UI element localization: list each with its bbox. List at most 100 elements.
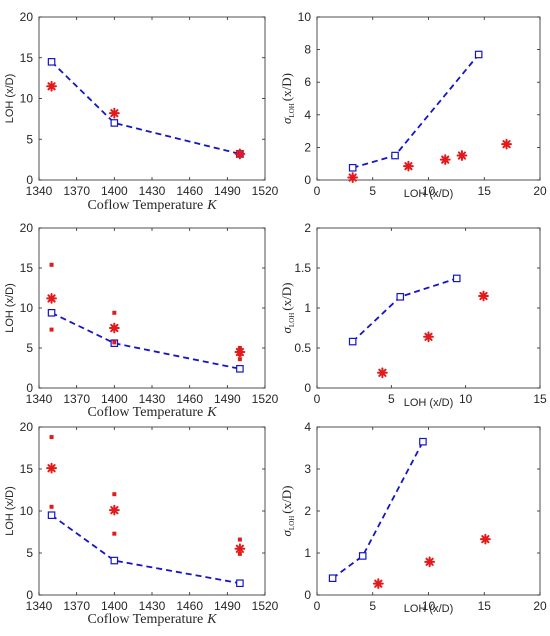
y-axis-label-symbol: σ	[279, 117, 294, 124]
experiment-asterisk-marker	[347, 172, 359, 183]
experiment-point-marker	[237, 352, 242, 357]
x-tick-label: 10	[422, 599, 436, 613]
experiment-asterisk-marker	[108, 504, 120, 516]
x-tick-label: 1520	[252, 599, 279, 613]
y-axis-label-subscript: LOH	[288, 516, 296, 530]
model-line	[51, 311, 241, 370]
asterisk-stroke	[47, 82, 56, 91]
y-axis-label-subscript: LOH	[288, 103, 296, 117]
x-tick-label: 15	[533, 392, 547, 406]
model-square-marker	[391, 151, 399, 160]
x-axis-label-text: Coflow Temperature	[87, 612, 203, 627]
asterisk-stroke	[378, 368, 387, 377]
experiment-asterisk-marker	[456, 150, 468, 161]
experiment-point-marker	[112, 310, 117, 315]
x-axis-label-text: Coflow Temperature	[87, 198, 203, 213]
x-axis-label-text: LOH (x/D)	[404, 397, 454, 409]
experiment-point-marker	[112, 340, 117, 345]
y-tick-label: 2	[304, 221, 311, 235]
y-tick-label: 10	[20, 504, 34, 518]
chart-bottom-right: 0 5 10 15 20 0 1 2 3 4 LOH (x/D) σLOH (x/D)	[279, 420, 547, 615]
experiment-asterisk-marker	[403, 160, 414, 172]
experiment-point-marker	[237, 551, 242, 556]
y-tick-label: 2	[304, 140, 311, 154]
experiment-asterisk-marker	[234, 346, 246, 358]
experiment-point-marker	[237, 537, 242, 542]
y-tick-label: 20	[20, 10, 34, 24]
asterisk-stroke	[110, 323, 119, 333]
asterisk-stroke	[47, 294, 56, 303]
model-line	[51, 514, 241, 585]
model-square-marker	[47, 309, 56, 317]
axes-frame	[316, 426, 541, 596]
x-tick-label: 1430	[139, 184, 166, 198]
experiment-asterisk-marker	[478, 290, 489, 302]
y-axis-label: LOH (x/D)	[4, 486, 16, 536]
experiment-point-marker	[49, 327, 54, 332]
model-line	[332, 441, 424, 579]
x-tick-label: 1430	[139, 392, 166, 406]
axes-frame	[38, 227, 266, 389]
axes-frame	[316, 227, 541, 389]
x-tick-label: 15	[478, 184, 492, 198]
asterisk-stroke	[424, 332, 433, 341]
model-square-marker	[47, 511, 56, 520]
y-axis-label-symbol: σ	[279, 326, 294, 333]
x-tick-label: 5	[388, 392, 395, 406]
y-tick-label: 20	[20, 221, 34, 235]
y-tick-label: 15	[20, 261, 34, 275]
y-axis-label: σLOH (x/D)	[279, 283, 296, 334]
experiment-asterisk-marker	[423, 331, 434, 343]
y-axis-label: σLOH (x/D)	[279, 73, 296, 124]
asterisk-stroke	[235, 149, 245, 159]
x-tick-label: 10	[422, 184, 436, 198]
asterisk-stroke	[235, 347, 245, 357]
experiment-asterisk-marker	[46, 462, 57, 474]
y-tick-label: 15	[20, 462, 34, 476]
y-axis-label-unit: (x/D)	[279, 486, 294, 514]
y-tick-label: 5	[26, 132, 33, 146]
x-axis-label-unit: K	[206, 198, 217, 213]
x-tick-label: 1400	[101, 599, 128, 613]
y-tick-label: 8	[304, 43, 311, 57]
asterisk-stroke	[502, 140, 511, 149]
model-square-marker	[236, 579, 244, 588]
y-tick-label: 5	[26, 546, 33, 560]
experiment-point-marker	[49, 504, 54, 509]
experiment-asterisk-marker	[108, 322, 120, 334]
y-tick-label: 1	[304, 301, 311, 315]
chart-top-left: 1340 1370 1400 1430 1460 1490 152005101520Cofl…	[4, 10, 279, 213]
model-square-marker	[328, 574, 337, 583]
y-tick-label: 6	[304, 75, 311, 89]
y-tick-label: 0	[304, 588, 311, 602]
model-line	[352, 53, 480, 169]
x-axis-label: Coflow Temperature K	[87, 198, 217, 213]
experiment-asterisk-marker	[108, 107, 120, 119]
model-square-marker	[452, 274, 461, 283]
x-tick-label: 0	[314, 392, 321, 406]
model-square-marker	[419, 437, 427, 446]
experiment-asterisk-marker	[234, 543, 246, 555]
y-tick-label: 0	[26, 173, 33, 187]
asterisk-stroke	[348, 173, 357, 182]
model-square-marker	[348, 163, 357, 172]
asterisk-stroke	[479, 291, 488, 301]
y-tick-label: 20	[20, 420, 34, 434]
y-tick-label: 1	[304, 546, 311, 560]
asterisk-stroke	[110, 109, 119, 118]
x-axis-label: Coflow Temperature K	[87, 405, 217, 420]
model-square-marker	[474, 50, 483, 59]
x-tick-label: 1370	[63, 184, 90, 198]
experiment-point-marker	[112, 492, 117, 497]
y-tick-label: 0	[304, 173, 311, 187]
y-tick-label: 3	[304, 462, 311, 476]
experiment-asterisk-marker	[46, 80, 57, 92]
x-tick-label: 1460	[176, 184, 203, 198]
y-tick-label: 2	[304, 504, 311, 518]
asterisk-stroke	[457, 151, 467, 160]
asterisk-stroke	[441, 155, 450, 164]
x-tick-label: 1490	[214, 184, 241, 198]
x-tick-label: 1340	[26, 184, 53, 198]
